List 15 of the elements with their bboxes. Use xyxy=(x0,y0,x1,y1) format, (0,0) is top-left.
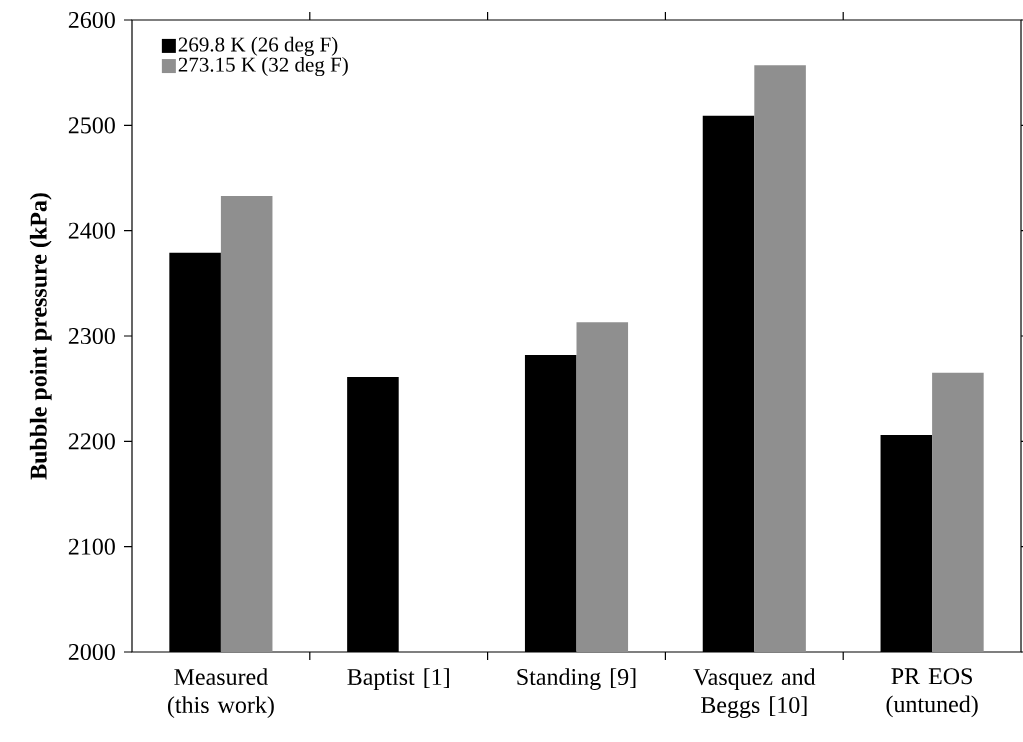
y-tick-label: 2400 xyxy=(68,222,115,239)
y-tick-label: 2600 xyxy=(68,11,115,29)
y-tick-label: 2300 xyxy=(68,327,115,345)
legend-label: 273.15 K (32 deg F) xyxy=(178,56,348,77)
x-tick-label: Vasquez and Beggs [10] xyxy=(693,668,816,719)
y-tick-label: 2500 xyxy=(68,117,115,134)
y-axis-title: Bubble point pressure (kPa) xyxy=(29,193,52,480)
x-tick-label: Baptist [1] xyxy=(347,668,449,690)
x-tick-label: Standing [9] xyxy=(517,668,636,691)
legend-label: 269.8 K (26 deg F) xyxy=(178,36,338,56)
y-tick-label: 2200 xyxy=(68,433,115,450)
y-tick-label: 2100 xyxy=(68,538,115,555)
x-tick-label: PR EOS (untuned) xyxy=(886,668,978,718)
x-tick-label: Measured (this work) xyxy=(167,668,274,718)
y-tick-label: 2000 xyxy=(68,643,115,661)
